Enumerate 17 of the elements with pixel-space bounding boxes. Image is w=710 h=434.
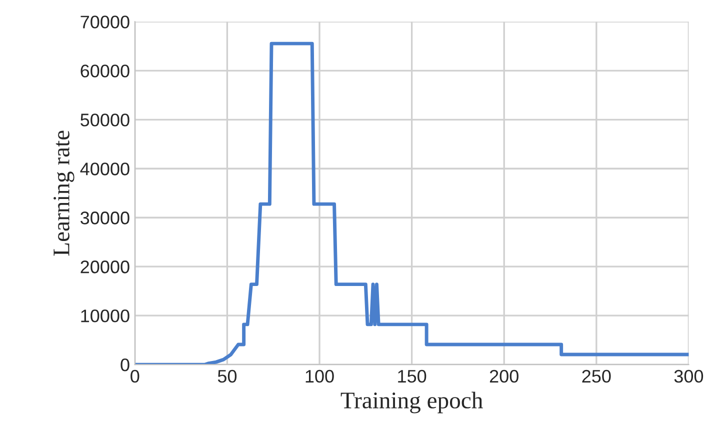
x-tick-label: 150 [398, 370, 426, 383]
y-tick-label: 0 [120, 358, 130, 372]
x-axis-title: Training epoch [340, 392, 483, 414]
x-tick-label: 100 [306, 370, 334, 383]
y-tick-label: 10000 [81, 310, 130, 322]
y-tick-label: 40000 [80, 162, 130, 176]
y-axis-title: Learning rate [54, 130, 74, 256]
x-tick-label: 200 [490, 370, 518, 383]
y-tick-label: 50000 [80, 114, 130, 126]
y-tick-label: 20000 [80, 260, 130, 274]
x-tick-label: 300 [674, 370, 704, 383]
y-tick-label: 30000 [80, 212, 130, 224]
x-tick-label: 250 [582, 370, 611, 383]
y-tick-label: 60000 [80, 64, 130, 78]
x-tick-label: 0 [130, 370, 140, 383]
y-tick-label: 70000 [80, 16, 130, 28]
x-tick-label: 50 [218, 370, 237, 383]
